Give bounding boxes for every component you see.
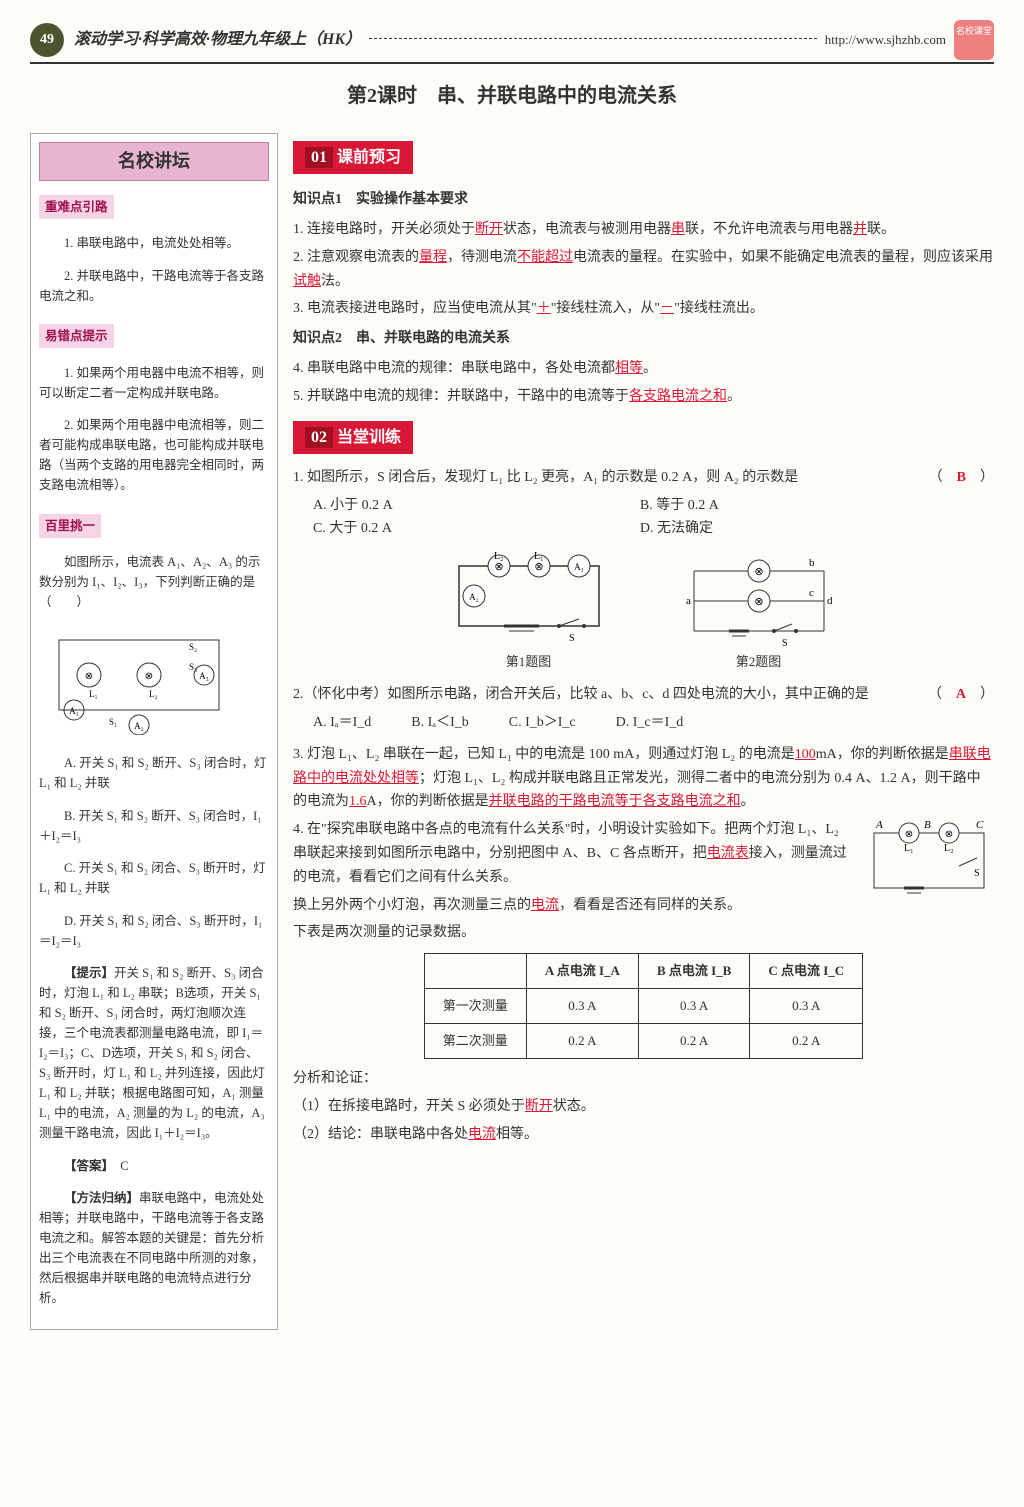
svg-text:A₂: A₂ [469, 592, 479, 602]
sidebar-circuit-diagram: ⊗ L₁ ⊗ L₂ A₁ A₂ A₃ S₂ S₃ S₁ [39, 625, 239, 735]
svg-text:L₁: L₁ [904, 843, 914, 854]
svg-text:⊗: ⊗ [754, 596, 763, 608]
svg-text:S₃: S₃ [189, 662, 197, 672]
svg-text:⊗: ⊗ [945, 829, 953, 840]
sb-sec3: 百里挑一 [39, 514, 101, 538]
svg-text:S₂: S₂ [189, 642, 197, 652]
svg-text:L₁: L₁ [534, 551, 544, 562]
q1-options: A. 小于 0.2 AB. 等于 0.2 A C. 大于 0.2 AD. 无法确… [313, 494, 994, 542]
header-url: http://www.sjhzhb.com [825, 29, 946, 51]
sidebar: 名校讲坛 重难点引路 1. 串联电路中，电流处处相等。 2. 并联电路中，干路电… [30, 133, 278, 1330]
svg-text:⊗: ⊗ [754, 566, 763, 578]
figure-1: ⊗L₂ ⊗L₁ A₁ A₂ S 第1题图 [444, 551, 614, 673]
section-02: 02当堂训练 [293, 421, 413, 454]
section-01: 01课前预习 [293, 141, 413, 174]
svg-text:b: b [809, 557, 815, 569]
svg-text:⊗: ⊗ [905, 829, 913, 840]
header-title: 滚动学习·科学高效·物理九年级上（HK） [74, 26, 361, 53]
svg-text:A₁: A₁ [574, 562, 584, 572]
svg-text:L₂: L₂ [944, 843, 954, 854]
svg-text:⊗: ⊗ [494, 561, 503, 573]
svg-text:S: S [782, 638, 788, 649]
lesson-title: 第2课时 串、并联电路中的电流关系 [30, 79, 994, 113]
main-content: 01课前预习 知识点1 实验操作基本要求 1. 连接电路时，开关必须处于断开状态… [293, 133, 994, 1330]
figure-4: ⊗ ⊗ A B C L₁ L₂ S [864, 818, 994, 908]
svg-text:S: S [569, 633, 575, 644]
svg-text:L₂: L₂ [494, 551, 504, 562]
data-table: A 点电流 I_AB 点电流 I_BC 点电流 I_C 第一次测量0.3 A0.… [424, 953, 863, 1059]
page-header: 49 滚动学习·科学高效·物理九年级上（HK） http://www.sjhzh… [30, 20, 994, 64]
svg-text:A: A [875, 819, 883, 831]
svg-text:⊗: ⊗ [534, 561, 543, 573]
svg-text:L₂: L₂ [149, 689, 158, 699]
sb-sec2: 易错点提示 [39, 324, 114, 348]
logo-icon: 名校课堂 [954, 20, 994, 60]
page-number: 49 [30, 23, 64, 57]
svg-text:A₁: A₁ [69, 706, 79, 716]
sb-sec1: 重难点引路 [39, 195, 114, 219]
svg-text:a: a [686, 595, 691, 607]
svg-text:⊗: ⊗ [85, 671, 93, 682]
svg-text:A₃: A₃ [199, 671, 209, 681]
svg-text:⊗: ⊗ [145, 671, 153, 682]
sidebar-title: 名校讲坛 [39, 142, 269, 181]
svg-text:d: d [827, 595, 833, 607]
svg-text:B: B [924, 819, 931, 831]
svg-text:C: C [976, 819, 984, 831]
figure-2: ⊗ ⊗ abcd S 第2题图 [674, 551, 844, 673]
svg-text:c: c [809, 587, 814, 599]
svg-text:S₁: S₁ [109, 717, 117, 727]
svg-text:L₁: L₁ [89, 689, 98, 699]
svg-text:A₂: A₂ [134, 721, 144, 731]
q2-options: A. Iₐ＝I_dB. Iₐ＜I_bC. I_b＞I_cD. I_c＝I_d [313, 711, 994, 735]
svg-text:S: S [974, 868, 980, 879]
